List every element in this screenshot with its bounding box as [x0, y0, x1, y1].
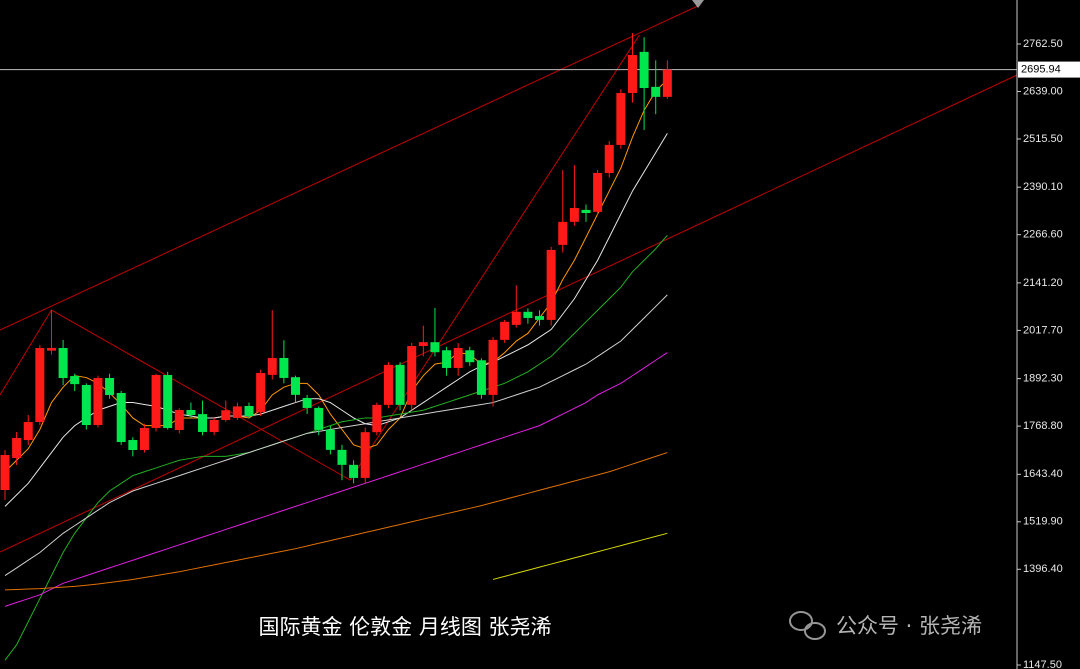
y-axis-labels: 2762.50 2639.00 2515.50 2390.10 2266.60 2141.…	[1017, 38, 1080, 669]
candle-body	[128, 440, 138, 451]
candle-body	[291, 377, 300, 395]
candle-body	[279, 357, 289, 378]
candle-body	[569, 207, 579, 222]
y-tick-label: 2141.20	[1023, 277, 1063, 289]
candle-body	[476, 360, 486, 395]
candle-body	[511, 311, 521, 325]
candle-body	[639, 51, 649, 89]
candle-body	[383, 364, 393, 405]
candle-body	[616, 93, 626, 145]
candle-body	[372, 404, 382, 433]
candle-body	[93, 377, 103, 426]
candle-body	[174, 409, 184, 431]
candle-body	[256, 372, 266, 413]
y-tick-label: 2017.70	[1023, 324, 1063, 336]
candle-body	[523, 311, 533, 318]
marker	[692, 0, 704, 8]
candle-body	[442, 350, 452, 368]
candle-body	[81, 384, 91, 426]
candle-body	[267, 357, 277, 375]
moving-average	[4, 79, 668, 473]
y-tick-label: 2266.60	[1023, 229, 1063, 241]
moving-average	[4, 133, 668, 507]
watermark-icon	[789, 611, 826, 640]
moving-average	[492, 532, 668, 580]
candle-body	[349, 464, 359, 478]
candle-body	[430, 342, 440, 353]
moving-average	[4, 234, 668, 661]
watermark: 公众号 · 张尧浠	[836, 614, 982, 638]
candle-body	[58, 347, 68, 378]
candle-body	[139, 428, 149, 451]
trendline	[0, 4, 701, 331]
moving-average	[4, 352, 668, 607]
candle-body	[535, 316, 545, 320]
candle-body	[453, 347, 463, 368]
y-tick-label: 2639.00	[1023, 85, 1063, 97]
y-tick-label: 2515.50	[1023, 133, 1063, 145]
chart-title: 国际黄金 伦敦金 月线图 张尧浠	[258, 615, 551, 639]
candle-body	[221, 410, 231, 421]
candle-body	[151, 374, 161, 429]
y-tick-label: 1396.40	[1023, 563, 1063, 575]
y-tick-label: 2762.50	[1023, 38, 1063, 50]
candle-body	[558, 221, 568, 245]
candle-body	[163, 374, 173, 429]
candle-body	[418, 342, 428, 347]
y-tick-label: 1643.40	[1023, 468, 1063, 480]
candle-body	[627, 54, 637, 94]
candle-body	[581, 209, 591, 213]
candle-body	[604, 144, 614, 173]
candle-body	[198, 414, 208, 432]
candle-body	[209, 420, 219, 432]
y-tick-label: 1519.90	[1023, 516, 1063, 528]
y-tick-label: 2390.10	[1023, 181, 1063, 193]
current-price-label: 2695.94	[1021, 63, 1061, 75]
candle-body	[105, 377, 115, 395]
candle-body	[70, 376, 80, 385]
candle-body	[12, 438, 22, 459]
candle-body	[325, 429, 335, 450]
trendline	[0, 74, 1017, 553]
y-tick-label: 1147.50	[1023, 659, 1062, 669]
candle-body	[651, 86, 661, 97]
y-tick-label: 1892.30	[1023, 373, 1063, 385]
candle-body	[337, 449, 347, 465]
trendline	[0, 34, 640, 481]
current-price-box	[1018, 61, 1080, 78]
candle-body	[360, 432, 370, 478]
candle-body	[407, 346, 417, 405]
candle-body	[232, 406, 242, 418]
candle-body	[593, 172, 603, 212]
candle-body	[465, 350, 475, 363]
y-tick-label: 1768.80	[1023, 420, 1063, 432]
candle-body	[302, 397, 312, 408]
candle-body	[35, 347, 45, 423]
moving-average	[4, 294, 668, 577]
candle-body	[314, 407, 324, 430]
candle-body	[186, 409, 196, 415]
candle-body	[116, 392, 126, 443]
candle-body	[488, 339, 498, 395]
candle-body	[23, 422, 33, 441]
plot-area	[0, 4, 1017, 661]
moving-average	[4, 452, 668, 591]
candle-body	[46, 347, 56, 351]
candle-body	[500, 321, 510, 340]
candle-body	[662, 69, 672, 97]
candle-body	[395, 364, 405, 405]
candle-body	[244, 406, 254, 417]
candle-body	[546, 249, 556, 320]
candle-body	[0, 455, 10, 491]
